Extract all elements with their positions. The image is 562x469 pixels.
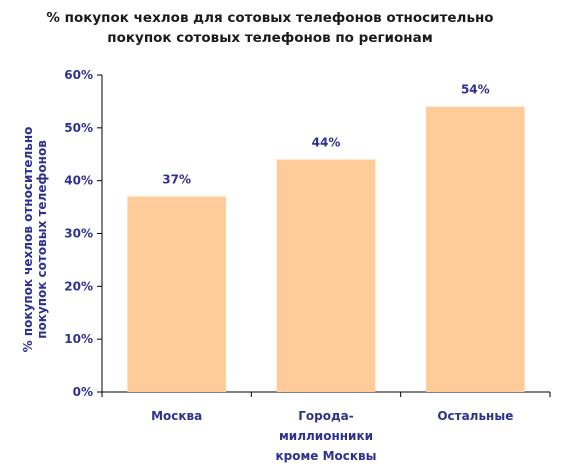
y-axis-title: % покупок чехлов относительнопокупок сот… (21, 127, 49, 353)
x-category-label-line: Города- (298, 409, 354, 423)
bar-1 (127, 196, 226, 392)
y-tick-label: 30% (64, 227, 93, 241)
y-tick-label: 40% (64, 174, 93, 188)
x-category-label-line: Москва (151, 409, 202, 423)
y-axis-title-line: покупок сотовых телефонов (35, 140, 49, 339)
y-tick-label: 10% (64, 332, 93, 346)
chart-title: % покупок чехлов для сотовых телефонов о… (40, 8, 500, 48)
y-tick-label: 0% (73, 385, 93, 399)
y-tick-label: 20% (64, 279, 93, 293)
x-category-label-3: Остальные (437, 409, 513, 423)
y-tick-label: 50% (64, 121, 93, 135)
data-label-3: 54% (461, 83, 490, 97)
data-label-1: 37% (162, 173, 191, 187)
x-category-label-2: Города-миллионники кроме Москвы (276, 409, 377, 463)
bar-3 (426, 106, 525, 392)
x-category-label-line: миллионники (279, 429, 373, 443)
data-label-2: 44% (312, 136, 341, 150)
x-category-label-line: кроме Москвы (276, 449, 377, 463)
y-tick-label: 60% (64, 68, 93, 82)
x-category-label-line: Остальные (437, 409, 513, 423)
chart-title-line-2: покупок сотовых телефонов по регионам (107, 30, 433, 46)
x-category-label-1: Москва (151, 409, 202, 423)
chart-title-line-1: % покупок чехлов для сотовых телефонов о… (46, 10, 494, 26)
bar-2 (276, 159, 376, 392)
y-axis-title-line: % покупок чехлов относительно (21, 127, 35, 353)
